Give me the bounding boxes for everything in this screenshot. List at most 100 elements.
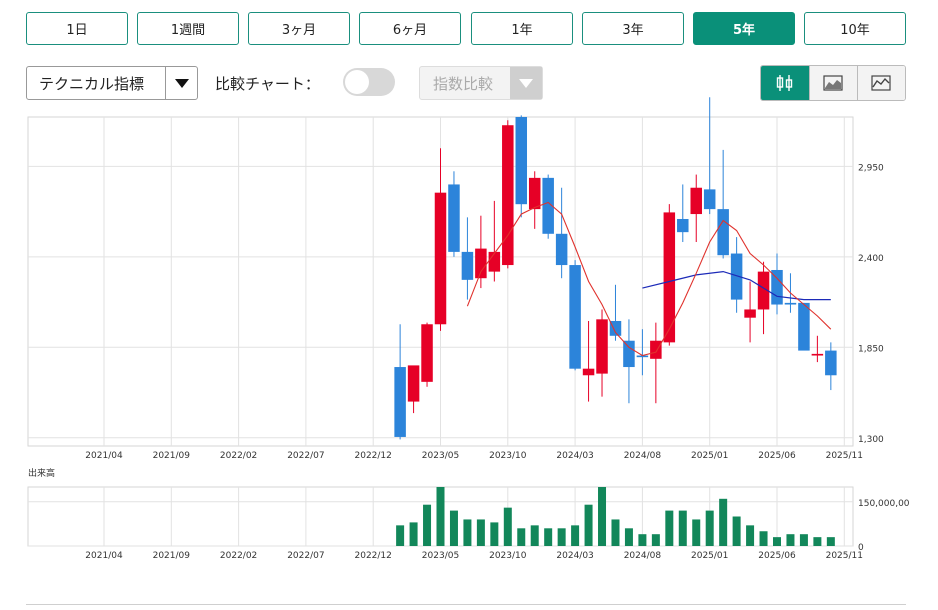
period-selector: 1日 1週間 3ヶ月 6ヶ月 1年 3年 5年 10年 bbox=[26, 12, 906, 45]
candle-up bbox=[407, 365, 420, 402]
volume-bar bbox=[449, 510, 458, 546]
volume-bar bbox=[624, 528, 633, 546]
dropdown-arrow-icon[interactable] bbox=[165, 67, 197, 99]
area-chart-button[interactable] bbox=[808, 66, 857, 100]
price-x-tick-label: 2021/04 bbox=[85, 451, 123, 461]
volume-label: 出来高 bbox=[28, 469, 56, 479]
candle-down bbox=[555, 233, 568, 266]
price-x-tick-label: 2023/05 bbox=[422, 451, 459, 461]
volume-y-tick-label: 0 bbox=[858, 543, 864, 553]
candle-down bbox=[569, 265, 581, 369]
price-y-tick-label: 1,850 bbox=[858, 344, 884, 354]
volume-bar bbox=[692, 519, 701, 546]
volume-bar bbox=[611, 519, 620, 546]
volume-x-tick-label: 2024/08 bbox=[624, 551, 662, 561]
volume-bar bbox=[826, 537, 835, 546]
volume-x-tick-label: 2025/11 bbox=[826, 551, 863, 561]
dropdown-arrow-icon[interactable] bbox=[510, 67, 542, 99]
price-x-tick-label: 2022/07 bbox=[287, 451, 324, 461]
volume-bar bbox=[773, 537, 781, 546]
candle-down bbox=[609, 320, 622, 336]
price-x-tick-label: 2021/09 bbox=[153, 451, 191, 461]
candle-up bbox=[744, 309, 756, 318]
compare-chart-toggle[interactable] bbox=[343, 68, 395, 96]
volume-bar bbox=[436, 487, 445, 546]
price-x-tick-label: 2025/11 bbox=[826, 451, 863, 461]
period-button-3months[interactable]: 3ヶ月 bbox=[248, 12, 350, 45]
candle-down bbox=[677, 218, 689, 233]
volume-bar bbox=[503, 507, 512, 546]
candle-up bbox=[475, 248, 487, 279]
volume-bar bbox=[719, 498, 728, 546]
price-y-tick-label: 1,300 bbox=[858, 435, 884, 445]
period-button-3years[interactable]: 3年 bbox=[582, 12, 684, 45]
candle-up bbox=[528, 177, 541, 210]
candle-up bbox=[502, 125, 514, 266]
volume-bar bbox=[409, 522, 418, 546]
period-button-5years[interactable]: 5年 bbox=[693, 12, 795, 45]
volume-bar bbox=[732, 516, 741, 546]
volume-bar bbox=[746, 525, 755, 546]
volume-bar bbox=[557, 528, 566, 546]
price-x-tick-label: 2023/10 bbox=[489, 451, 527, 461]
volume-bar bbox=[598, 487, 607, 546]
period-button-10years[interactable]: 10年 bbox=[804, 12, 906, 45]
divider bbox=[26, 604, 906, 605]
volume-bar bbox=[759, 531, 768, 546]
candle-down bbox=[825, 350, 837, 376]
toggle-knob bbox=[345, 70, 369, 94]
volume-bar bbox=[678, 510, 687, 546]
period-button-1year[interactable]: 1年 bbox=[471, 12, 573, 45]
volume-x-tick-label: 2023/10 bbox=[489, 551, 527, 561]
candle-down bbox=[623, 340, 635, 368]
period-button-1day[interactable]: 1日 bbox=[26, 12, 128, 45]
candle-down bbox=[515, 117, 528, 205]
candle-down bbox=[784, 302, 797, 305]
chart-type-switcher bbox=[760, 65, 906, 101]
volume-x-tick-label: 2023/05 bbox=[422, 551, 459, 561]
volume-x-tick-label: 2025/01 bbox=[691, 551, 728, 561]
volume-bar bbox=[423, 504, 432, 546]
candle-down bbox=[636, 355, 649, 358]
volume-bar bbox=[476, 519, 485, 546]
candle-up bbox=[650, 340, 662, 359]
index-compare-label: 指数比較 bbox=[433, 74, 494, 93]
volume-x-tick-label: 2022/12 bbox=[355, 551, 392, 561]
moving-average-short-line bbox=[466, 201, 832, 357]
volume-bar bbox=[705, 510, 714, 546]
line-chart-button[interactable] bbox=[856, 66, 905, 100]
volume-bar bbox=[813, 537, 822, 546]
price-x-tick-label: 2022/02 bbox=[220, 451, 257, 461]
period-button-1week[interactable]: 1週間 bbox=[137, 12, 239, 45]
candle-down bbox=[394, 367, 406, 437]
volume-bar bbox=[517, 528, 526, 546]
volume-y-tick-label: 150,000,00 bbox=[858, 499, 910, 509]
period-button-6months[interactable]: 6ヶ月 bbox=[359, 12, 461, 45]
candle-up bbox=[582, 368, 595, 376]
price-x-tick-label: 2022/12 bbox=[355, 451, 392, 461]
volume-x-tick-label: 2024/03 bbox=[556, 551, 593, 561]
volume-bar bbox=[584, 504, 593, 546]
volume-x-tick-label: 2025/06 bbox=[758, 551, 796, 561]
volume-bar bbox=[651, 534, 660, 546]
candle-up bbox=[663, 212, 676, 343]
volume-bar bbox=[638, 534, 647, 546]
volume-bar bbox=[786, 534, 795, 546]
index-compare-select[interactable]: 指数比較 bbox=[419, 66, 543, 100]
volume-bar bbox=[544, 528, 553, 546]
volume-x-tick-label: 2021/04 bbox=[85, 551, 123, 561]
volume-x-tick-label: 2021/09 bbox=[153, 551, 191, 561]
candle-down bbox=[448, 184, 460, 252]
candle-up bbox=[690, 187, 702, 215]
candle-down bbox=[798, 302, 810, 351]
technical-indicator-select[interactable]: テクニカル指標 bbox=[26, 66, 198, 100]
price-x-tick-label: 2025/01 bbox=[691, 451, 728, 461]
candlestick-chart-button[interactable] bbox=[761, 66, 809, 100]
volume-bar bbox=[530, 525, 539, 546]
price-y-tick-label: 2,950 bbox=[858, 163, 884, 173]
moving-average-long-line bbox=[642, 270, 831, 301]
price-x-tick-label: 2024/08 bbox=[624, 451, 662, 461]
candle-down bbox=[703, 189, 716, 210]
candle-down bbox=[461, 251, 474, 280]
